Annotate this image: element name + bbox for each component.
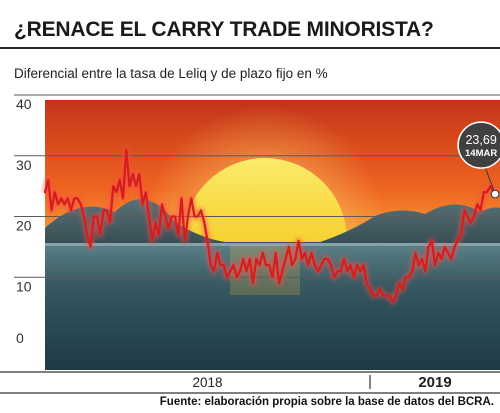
x-period-label-2018: 2018 — [192, 375, 222, 390]
x-axis: 2018 2019 — [0, 371, 500, 394]
y-tick-label-0: 0 — [16, 330, 24, 346]
x-period-label-2019: 2019 — [418, 374, 451, 391]
last-value-annotation: 23,69 14MAR — [457, 121, 500, 199]
sunset-background — [45, 100, 500, 370]
annotation-bubble — [457, 121, 500, 169]
y-tick-label-30: 30 — [16, 157, 32, 173]
data-series — [42, 146, 498, 305]
y-tick-label-40: 40 — [16, 96, 32, 112]
y-tick-label-10: 10 — [16, 278, 32, 294]
chart-subtitle: Diferencial entre la tasa de Leliq y de … — [14, 66, 328, 81]
series-line — [43, 148, 497, 303]
chart-title: ¿RENACE EL CARRY TRADE MINORISTA? — [14, 18, 434, 41]
annotation-value: 23,69 — [465, 133, 496, 147]
source-note: Fuente: elaboración propia sobre la base… — [159, 396, 494, 408]
y-tick-label-20: 20 — [16, 218, 32, 234]
horizon-shimmer — [45, 243, 500, 246]
annotation-connector — [484, 166, 496, 195]
y-axis: 0 10 20 30 40 — [16, 96, 32, 346]
annotation-date: 14MAR — [465, 148, 497, 159]
annotation-marker — [490, 189, 500, 199]
grid — [14, 94, 500, 278]
title-divider — [0, 47, 500, 49]
